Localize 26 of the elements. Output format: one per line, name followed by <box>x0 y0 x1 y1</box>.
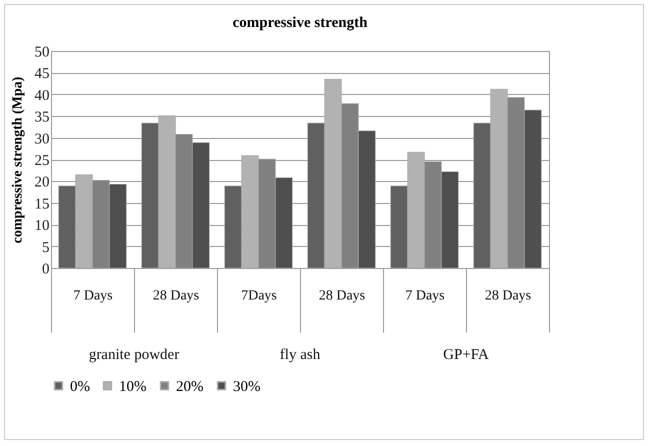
y-tick-label: 30 <box>34 131 50 148</box>
text: granite powder <box>88 347 180 363</box>
y-tick-label: 10 <box>34 218 50 234</box>
y-tick-label: 5 <box>42 240 50 256</box>
text: GP+FA <box>443 347 490 363</box>
text: fly ash <box>280 347 321 363</box>
legend-label: 20% <box>176 378 204 395</box>
y-axis-title: compressive strength (Mpa) <box>10 76 26 244</box>
y-tick-label: 35 <box>34 110 50 126</box>
x-tick-label: 7 Days <box>405 288 445 304</box>
x-tick-label: 7 Days <box>73 288 113 304</box>
y-tick-label: 50 <box>34 44 50 60</box>
chart-title: compressive strength <box>232 15 368 31</box>
y-tick-label: 45 <box>34 66 50 82</box>
x-tick-label: 28 Days <box>484 288 532 304</box>
legend-label: 0% <box>70 378 90 395</box>
y-tick-label: 20 <box>34 174 50 191</box>
x-tick-label: 28 Days <box>152 288 200 304</box>
y-tick-label: 15 <box>34 196 50 212</box>
x-tick-label: 7Days <box>241 288 277 304</box>
x-tick-label: 28 Days <box>318 288 366 304</box>
y-tick-label: 0 <box>42 262 50 278</box>
legend-label: 10% <box>119 378 146 395</box>
y-tick-label: 25 <box>34 153 50 169</box>
y-tick-label: 40 <box>34 88 50 104</box>
legend-label: 30% <box>233 378 260 395</box>
